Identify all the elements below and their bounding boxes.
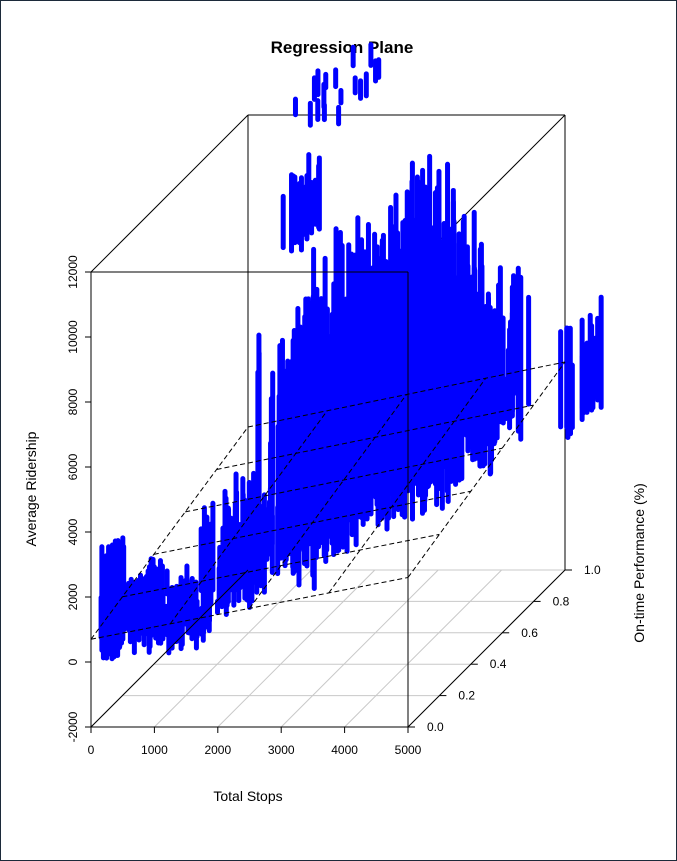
regression-plane-line <box>122 533 440 598</box>
y-tick-label: 0.2 <box>458 689 475 703</box>
y-tick-label: 1.0 <box>584 563 601 577</box>
data-points <box>98 42 604 662</box>
floor-grid-line <box>344 569 502 728</box>
box-front-edges <box>90 271 566 728</box>
regression-plane-line <box>185 447 503 513</box>
y-tick-label: 0.0 <box>427 720 444 734</box>
regression-plane-line <box>249 394 407 609</box>
z-tick-label: 6000 <box>66 453 80 480</box>
y-tick-label: 0.6 <box>521 626 538 640</box>
floor-grid-line <box>217 569 376 728</box>
floor-grid-line <box>154 569 312 728</box>
x-tick-label: 2000 <box>204 743 231 757</box>
floor-grid-line <box>280 569 439 728</box>
x-tick-label: 4000 <box>331 743 358 757</box>
z-axis-label: Average Ridership <box>23 431 39 546</box>
chart-title: Regression Plane <box>271 38 414 57</box>
y-tick-label: 0.4 <box>490 657 507 671</box>
regression-plane <box>90 361 566 640</box>
regression-plane-line <box>90 426 249 640</box>
z-tick-label: 10000 <box>66 320 80 354</box>
regression-plane-line <box>328 377 487 594</box>
z-tick-label: -2000 <box>66 711 80 742</box>
z-tick-label: 0 <box>66 658 80 665</box>
x-tick-label: 5000 <box>395 743 422 757</box>
axes: 0 1000 2000 3000 4000 5000 -2000 0 2000 4000 6000 8… <box>66 255 601 757</box>
x-axis-label: Total Stops <box>213 788 282 804</box>
z-tick-label: 4000 <box>66 518 80 545</box>
y-tick-label: 0.8 <box>553 594 570 608</box>
box-edge <box>90 114 249 273</box>
box-edge <box>90 569 249 728</box>
x-tick-label: 1000 <box>141 743 168 757</box>
box-edge <box>407 569 566 728</box>
regression-plane-line <box>169 410 328 625</box>
z-tick-label: 12000 <box>66 255 80 289</box>
y-axis-label: On-time Performance (%) <box>631 483 647 642</box>
regression-plane-line <box>407 361 566 578</box>
x-tick-label: 0 <box>88 743 95 757</box>
z-tick-label: 2000 <box>66 583 80 610</box>
x-tick-label: 3000 <box>268 743 295 757</box>
z-tick-label: 8000 <box>66 388 80 415</box>
